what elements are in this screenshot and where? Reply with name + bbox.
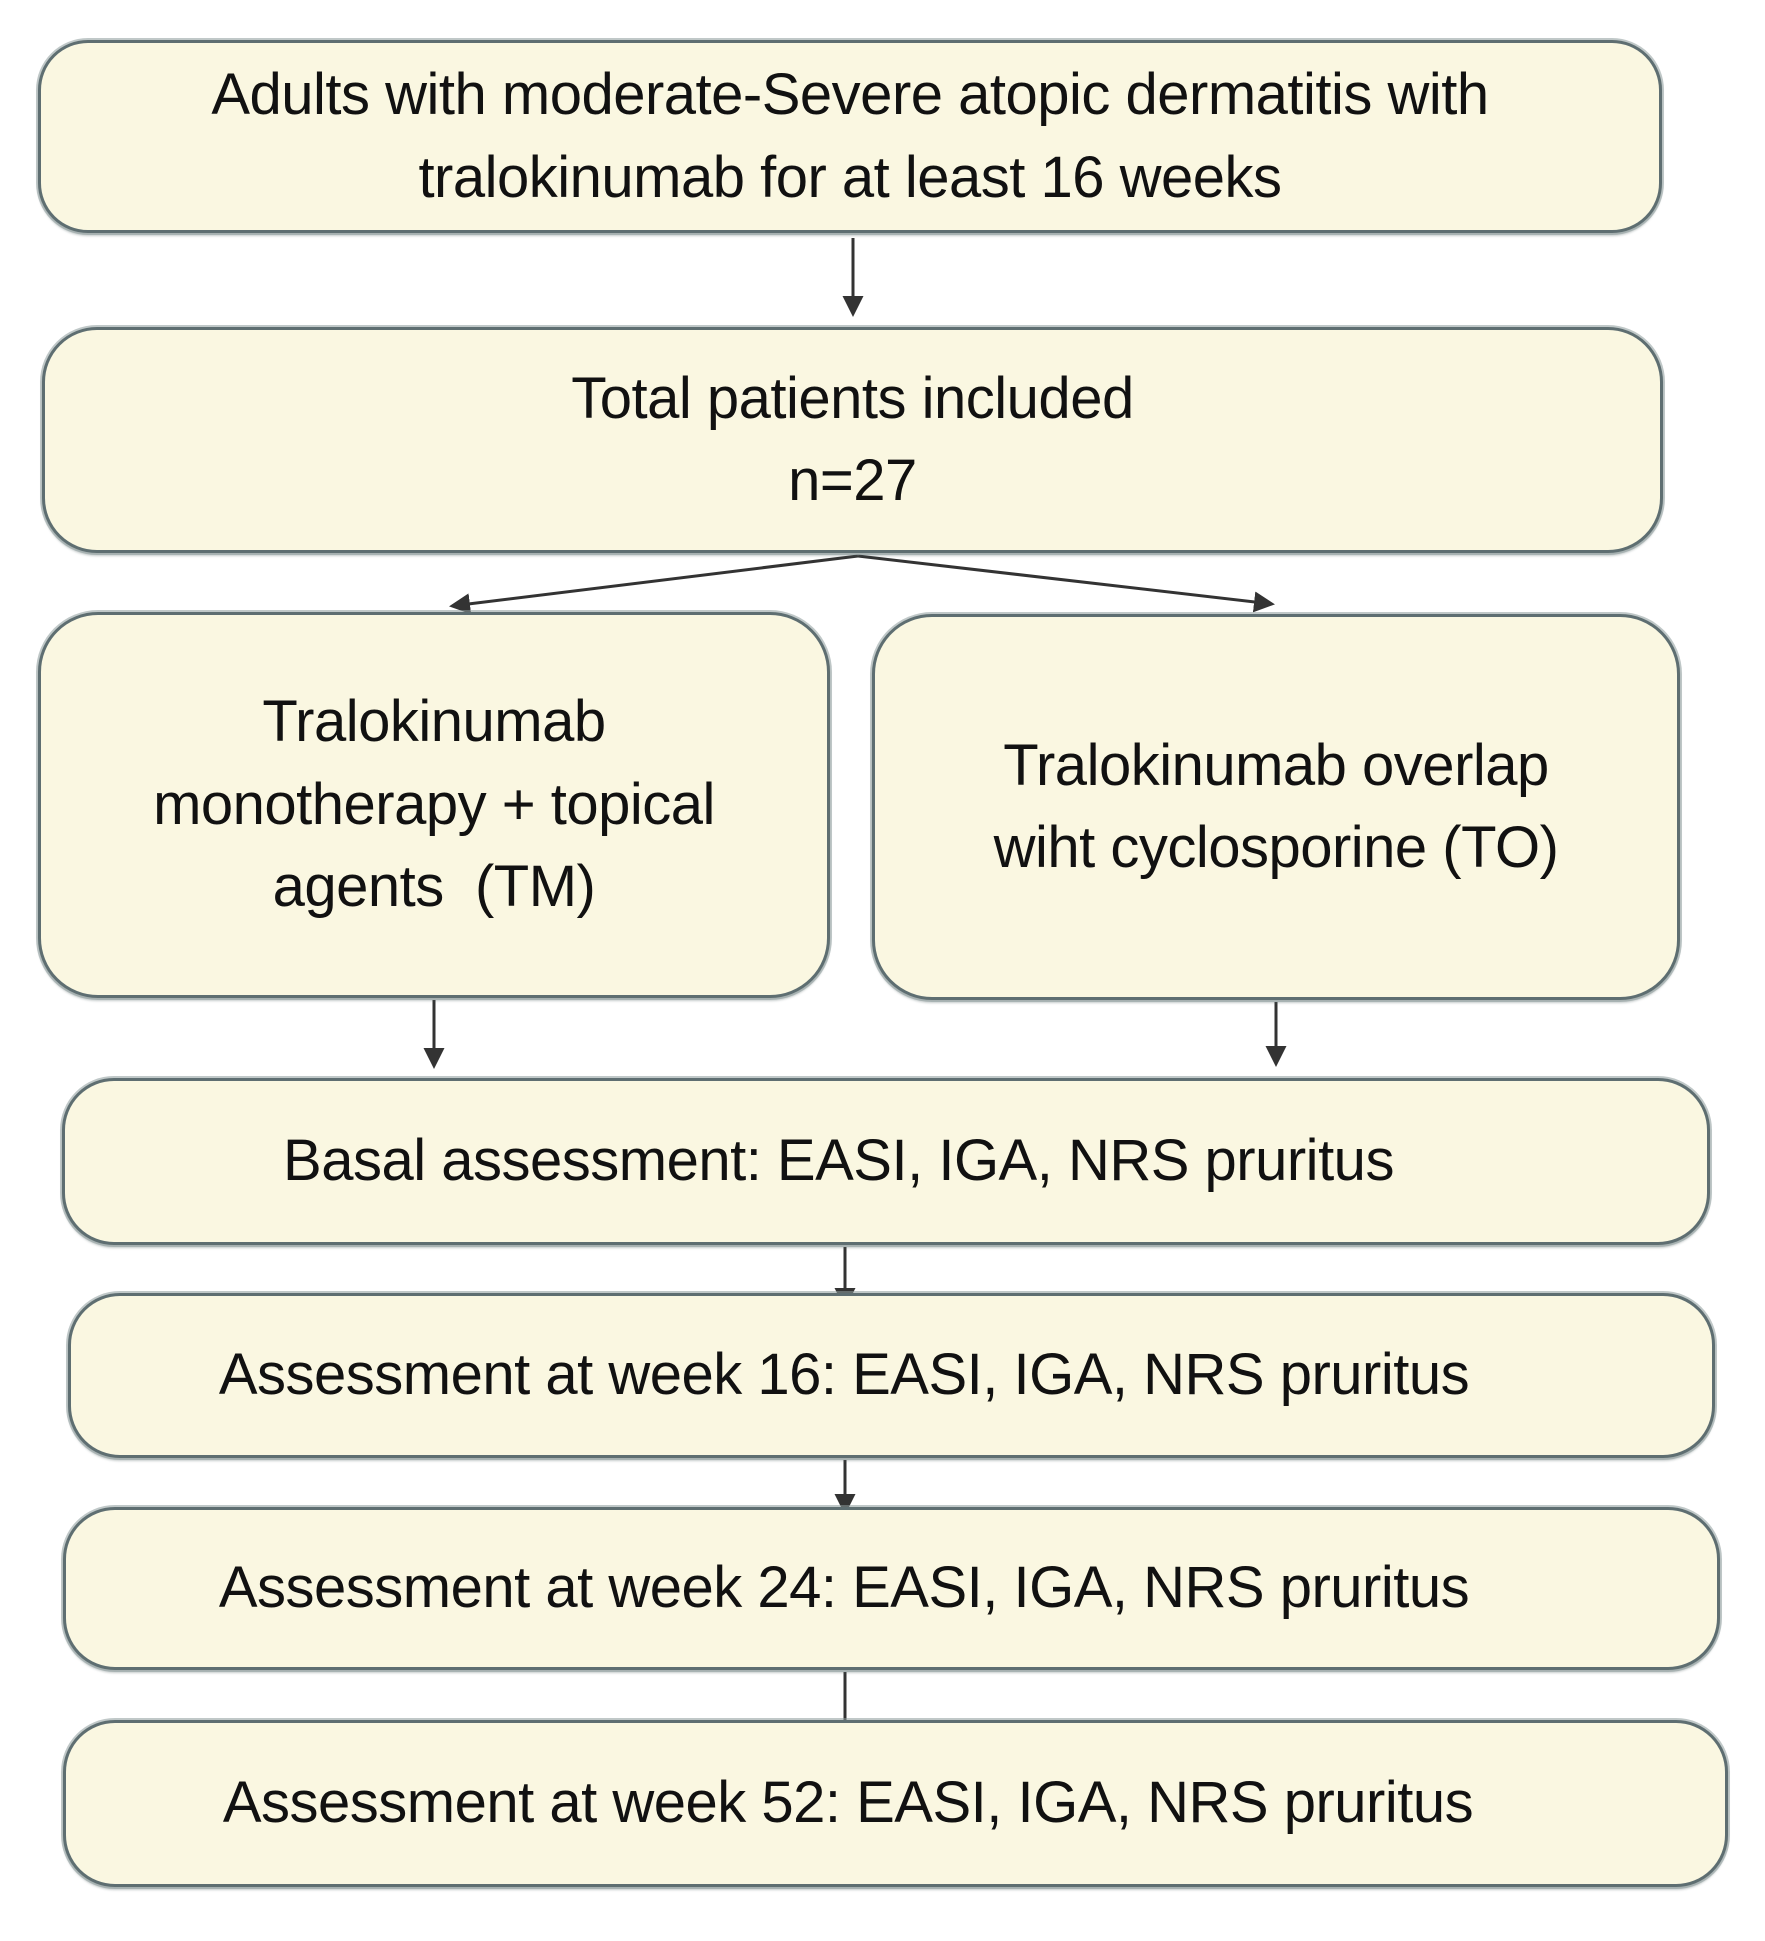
box-to-arm: Tralokinumab overlap wiht cyclosporine (…	[872, 614, 1680, 1000]
box-week52-assessment-label: Assessment at week 52: EASI, IGA, NRS pr…	[222, 1770, 1474, 1836]
box-week24-assessment: Assessment at week 24: EASI, IGA, NRS pr…	[63, 1507, 1720, 1670]
box-total-patients-label: Total patients included n=27	[571, 365, 1134, 513]
box-to-arm-label: Tralokinumab overlap wiht cyclosporine (…	[993, 732, 1559, 880]
box-total-patients: Total patients included n=27	[42, 327, 1663, 553]
box-tm-arm-label: Tralokinumab monotherapy + topical agent…	[153, 689, 715, 920]
box-population: Adults with moderate-Severe atopic derma…	[38, 40, 1662, 233]
box-week16-assessment-label: Assessment at week 16: EASI, IGA, NRS pr…	[218, 1342, 1470, 1408]
arrow-total-to-to	[857, 554, 1275, 613]
box-population-label: Adults with moderate-Severe atopic derma…	[211, 62, 1489, 210]
box-basal-assessment-label: Basal assessment: EASI, IGA, NRS pruritu…	[283, 1128, 1394, 1194]
box-week16-assessment: Assessment at week 16: EASI, IGA, NRS pr…	[68, 1293, 1715, 1458]
arrow-total-to-tm	[449, 554, 859, 615]
box-week24-assessment-label: Assessment at week 24: EASI, IGA, NRS pr…	[218, 1555, 1470, 1621]
box-tm-arm: Tralokinumab monotherapy + topical agent…	[38, 612, 830, 998]
box-basal-assessment: Basal assessment: EASI, IGA, NRS pruritu…	[62, 1078, 1710, 1245]
box-week52-assessment: Assessment at week 52: EASI, IGA, NRS pr…	[63, 1720, 1728, 1887]
